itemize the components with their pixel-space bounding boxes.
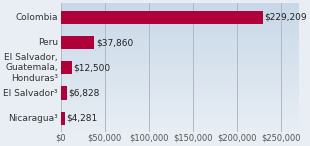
Text: $4,281: $4,281	[66, 114, 98, 123]
Bar	[61, 86, 67, 100]
Bar	[61, 36, 94, 49]
Bar	[61, 112, 64, 125]
Bar	[61, 61, 72, 74]
Bar	[61, 11, 263, 24]
Text: $12,500: $12,500	[73, 63, 111, 72]
Text: $6,828: $6,828	[69, 88, 100, 98]
Text: $229,209: $229,209	[264, 13, 307, 22]
Text: $37,860: $37,860	[96, 38, 133, 47]
